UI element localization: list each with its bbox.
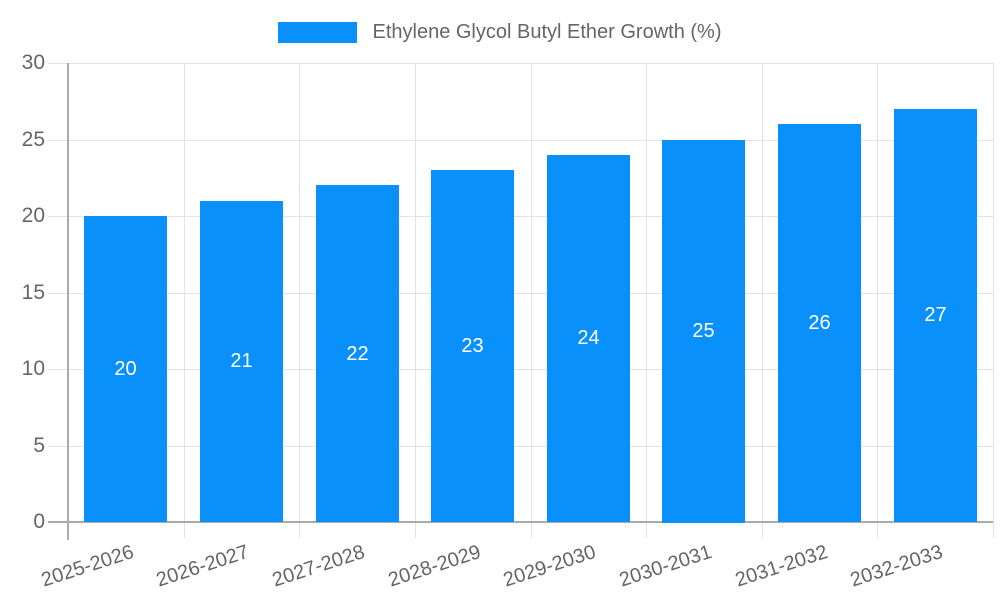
y-axis-tick-label: 30 [21,51,45,74]
x-gridline [415,63,416,538]
y-gridline [48,293,993,294]
bar-value-label: 23 [461,335,484,357]
x-axis-tick-label: 2030-2031 [617,541,715,592]
x-gridline [184,63,185,538]
bar[interactable] [547,155,630,522]
x-axis-tick-label: 2028-2029 [386,541,484,592]
x-gridline [531,63,532,538]
bar-value-label: 25 [692,320,715,342]
x-axis-tick-label: 2032-2033 [848,541,946,592]
bar[interactable] [894,109,977,522]
x-gridline [646,63,647,538]
y-axis-tick-label: 15 [21,281,45,304]
y-axis-tick-label: 0 [33,510,45,533]
bar[interactable] [316,185,399,522]
y-axis-tick-label: 10 [21,357,45,380]
x-gridline [762,63,763,538]
bar[interactable] [431,170,514,522]
x-axis-tick-label: 2026-2027 [154,541,252,592]
y-gridline [48,216,993,217]
legend-swatch-icon [278,21,358,43]
y-gridline [48,369,993,370]
legend[interactable]: Ethylene Glycol Butyl Ether Growth (%) [0,20,1000,44]
y-gridline [48,446,993,447]
x-gridline [877,63,878,538]
x-axis-line [48,521,993,523]
x-axis-tick-label: 2029-2030 [501,541,599,592]
bar[interactable] [778,124,861,522]
y-axis-tick-label: 20 [21,204,45,227]
bar-value-label: 21 [230,350,253,372]
x-gridline [993,63,994,538]
bar-value-label: 27 [924,304,947,326]
x-axis-tick-label: 2025-2026 [39,541,137,592]
bar-value-label: 26 [808,312,831,334]
bar[interactable] [84,216,167,522]
x-gridline [299,63,300,538]
legend-label: Ethylene Glycol Butyl Ether Growth (%) [372,20,722,43]
y-axis-tick-label: 5 [33,434,45,457]
y-axis-line [67,63,69,540]
bar-value-label: 22 [346,343,369,365]
bar-value-label: 20 [114,358,137,380]
y-gridline [48,63,993,64]
bar[interactable] [662,140,745,523]
bar-value-label: 24 [577,327,600,349]
y-gridline [48,140,993,141]
x-axis-tick-label: 2027-2028 [270,541,368,592]
x-axis-tick-label: 2031-2032 [733,541,831,592]
y-axis-tick-label: 25 [21,128,45,151]
bar[interactable] [200,201,283,522]
